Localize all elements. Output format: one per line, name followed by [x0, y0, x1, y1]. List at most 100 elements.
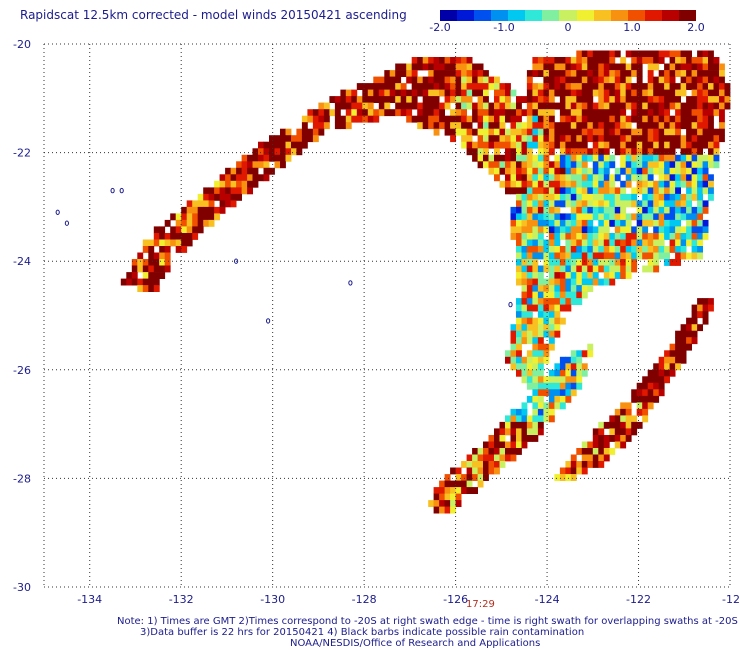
wind-cell [592, 461, 599, 468]
wind-cell [559, 154, 566, 162]
wind-cell [603, 246, 610, 253]
wind-cell [631, 233, 638, 240]
wind-cell [680, 174, 687, 182]
wind-cell [263, 161, 270, 169]
wind-cell [537, 317, 544, 325]
wind-cell [554, 304, 561, 312]
wind-cell [592, 272, 599, 279]
wind-cell [576, 102, 583, 110]
wind-cell [488, 102, 495, 110]
wind-cell [170, 213, 177, 221]
wind-cell [570, 115, 577, 123]
wind-cell [658, 233, 665, 240]
wind-cell [565, 265, 572, 273]
wind-cell [598, 200, 605, 208]
wind-cell [384, 70, 391, 77]
wind-cell [570, 148, 577, 156]
wind-cell [521, 96, 528, 103]
wind-cell [658, 167, 665, 175]
wind-cell [565, 167, 572, 175]
wind-cell [614, 441, 621, 449]
wind-cell [516, 154, 522, 162]
wind-cell [455, 63, 462, 71]
wind-cell [559, 259, 566, 266]
wind-cell [592, 226, 599, 234]
wind-cell [362, 102, 369, 110]
wind-cell [658, 57, 665, 64]
wind-cell [159, 259, 166, 266]
wind-cell [647, 109, 654, 117]
wind-cell [713, 135, 720, 143]
wind-cell [307, 128, 314, 136]
wind-cell [345, 122, 352, 130]
wind-cell [603, 213, 610, 221]
wind-cell [521, 369, 528, 377]
wind-cell [664, 259, 670, 266]
wind-cell [417, 63, 424, 71]
wind-cell [142, 285, 149, 292]
wind-cell [680, 76, 687, 84]
wind-cell [664, 109, 670, 117]
wind-cell [642, 213, 649, 221]
wind-cell [543, 239, 550, 247]
wind-cell [543, 187, 550, 195]
grid-lines [43, 43, 731, 588]
wind-cell [230, 167, 237, 175]
wind-cell [642, 102, 649, 110]
wind-cell [532, 343, 539, 351]
wind-cell [461, 102, 467, 110]
wind-cell [537, 311, 544, 319]
wind-cell [526, 213, 533, 221]
wind-cell [592, 63, 599, 71]
wind-cell [647, 213, 654, 221]
wind-cell [702, 109, 709, 117]
wind-cell [664, 356, 670, 364]
wind-cell [592, 154, 599, 162]
wind-cell [532, 83, 539, 90]
wind-cell [686, 343, 692, 351]
wind-cell [554, 278, 561, 286]
longitude-tick-label: -126 [443, 593, 468, 606]
wind-cell [598, 76, 605, 84]
wind-cell [576, 200, 583, 208]
wind-cell [664, 213, 670, 221]
wind-cell [411, 83, 418, 90]
wind-cell [587, 57, 594, 64]
wind-cell [422, 76, 429, 84]
island-outline [508, 301, 513, 308]
wind-cell [186, 219, 193, 227]
wind-cell [664, 246, 670, 253]
note-line-1: Note: 1) Times are GMT 2)Times correspon… [117, 616, 738, 627]
wind-cell [301, 122, 308, 130]
wind-cell [581, 272, 588, 279]
wind-cell [609, 265, 616, 273]
wind-cell [675, 128, 681, 136]
wind-cell [230, 187, 237, 195]
wind-cell [461, 109, 467, 117]
wind-cell [362, 96, 369, 103]
wind-cell [488, 83, 495, 90]
wind-cell [686, 122, 692, 130]
wind-cell [625, 421, 632, 429]
wind-cell [428, 122, 435, 130]
wind-cell [543, 128, 550, 136]
wind-cell [592, 454, 599, 462]
wind-cell [516, 363, 522, 371]
wind-cell [609, 50, 616, 58]
wind-cell [603, 109, 610, 117]
wind-cell [631, 50, 638, 58]
wind-cell [505, 102, 511, 110]
wind-cell [598, 213, 605, 221]
wind-cell [581, 50, 588, 58]
wind-cell [647, 233, 654, 240]
wind-cell [516, 226, 522, 234]
wind-cell [669, 76, 676, 84]
wind-cell [576, 57, 583, 64]
wind-cell [559, 213, 566, 221]
wind-cell [510, 324, 517, 332]
wind-cell [603, 161, 610, 169]
wind-cell [680, 180, 687, 188]
wind-cell [576, 285, 583, 292]
wind-cell [526, 324, 533, 332]
wind-cell [598, 239, 605, 247]
